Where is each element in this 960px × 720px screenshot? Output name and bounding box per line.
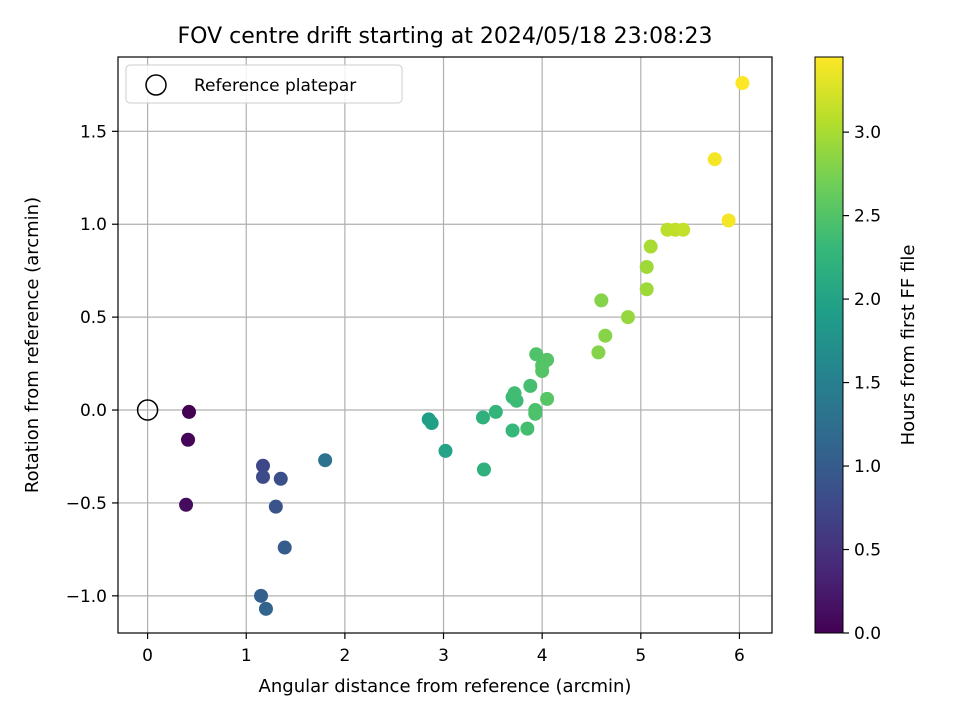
data-point [424, 416, 439, 431]
colorbar-tick-label: 1.5 [854, 374, 881, 394]
y-tick-label: 0.5 [80, 308, 107, 328]
data-point [643, 239, 658, 254]
legend: Reference platepar [125, 64, 403, 104]
data-point [256, 458, 271, 473]
y-tick-label: 1.0 [80, 215, 107, 235]
y-axis-label: Rotation from reference (arcmin) [22, 197, 43, 493]
x-axis-label: Angular distance from reference (arcmin) [259, 676, 632, 697]
x-tick-label: 6 [734, 646, 745, 666]
x-tick-label: 4 [537, 646, 548, 666]
data-point [254, 588, 269, 603]
data-point [258, 601, 273, 616]
legend-marker-reference [145, 74, 167, 96]
data-point [438, 443, 453, 458]
data-point [181, 432, 196, 447]
x-tick-label: 3 [438, 646, 449, 666]
data-point [268, 499, 283, 514]
data-point [639, 282, 654, 297]
x-axis: 0 1 2 3 4 5 6 [142, 633, 745, 666]
data-point [523, 378, 538, 393]
data-point [529, 347, 544, 362]
colorbar-tick-label: 1.0 [854, 457, 881, 477]
colorbar-tick-label: 2.0 [854, 290, 881, 310]
data-point [594, 293, 609, 308]
data-point [179, 497, 194, 512]
data-point [620, 310, 635, 325]
legend-label-reference: Reference platepar [194, 76, 356, 96]
y-tick-label: 0.0 [80, 401, 107, 421]
colorbar-tick-label: 0.0 [854, 624, 881, 644]
data-point [735, 76, 750, 91]
data-point [488, 404, 503, 419]
x-tick-label: 2 [339, 646, 350, 666]
colorbar-label: Hours from first FF file [898, 245, 919, 446]
y-tick-label: −1.0 [66, 587, 107, 607]
data-point [528, 406, 543, 421]
data-point [256, 469, 271, 484]
y-axis: −1.0 −0.5 0.0 0.5 1.0 1.5 [66, 122, 118, 607]
y-tick-label: −0.5 [66, 494, 107, 514]
data-point [505, 423, 520, 438]
data-point [676, 222, 691, 237]
colorbar [814, 56, 844, 634]
colorbar-ticks: 0.0 0.5 1.0 1.5 2.0 2.5 3.0 [843, 123, 881, 644]
x-tick-label: 1 [241, 646, 252, 666]
data-point [598, 328, 613, 343]
data-point [520, 421, 535, 436]
data-point [707, 152, 722, 167]
reference-marker [136, 399, 159, 421]
data-point [540, 391, 555, 406]
colorbar-tick-label: 2.5 [854, 207, 881, 227]
colorbar-tick-label: 3.0 [854, 123, 881, 143]
x-tick-label: 0 [142, 646, 153, 666]
plot-frame [117, 56, 773, 634]
data-point [639, 259, 654, 274]
colorbar-tick-label: 0.5 [854, 541, 881, 561]
x-tick-label: 5 [635, 646, 646, 666]
data-point [182, 404, 197, 419]
reference-point-layer [136, 399, 159, 421]
data-point [476, 462, 491, 477]
data-point [475, 410, 490, 425]
data-point [318, 453, 333, 468]
grid [118, 57, 772, 633]
data-point [273, 471, 288, 486]
data-point [507, 386, 522, 401]
data-point [535, 364, 550, 379]
y-tick-label: 1.5 [80, 122, 107, 142]
data-points [179, 76, 750, 616]
data-point [721, 213, 736, 228]
chart-title: FOV centre drift starting at 2024/05/18 … [178, 24, 713, 49]
data-point [540, 352, 555, 367]
data-point [277, 540, 292, 555]
data-point [591, 345, 606, 360]
legend-box [125, 64, 403, 104]
